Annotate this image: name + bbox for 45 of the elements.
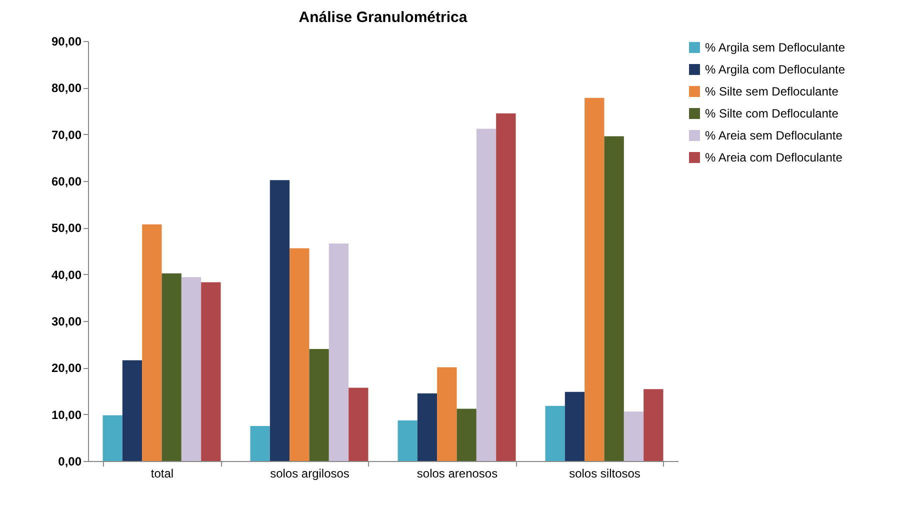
bar	[142, 224, 162, 461]
legend-label: % Silte sem Defloculante	[705, 84, 839, 98]
x-tick-label: solos argilosos	[270, 466, 350, 480]
bar	[417, 393, 438, 461]
bar	[250, 426, 270, 461]
y-tick-label: 40,00	[51, 268, 82, 282]
y-tick-label: 20,00	[51, 361, 82, 376]
x-tick-label: solos arenosos	[416, 466, 498, 480]
bar	[644, 389, 664, 461]
bar	[102, 415, 122, 461]
bar	[270, 180, 290, 461]
bar	[545, 406, 565, 461]
x-tick-label: total	[150, 466, 174, 480]
chart-title: Análise Granulométrica	[298, 9, 468, 26]
y-tick-label: 0,00	[58, 454, 82, 468]
legend-label: % Areia com Defloculante	[705, 150, 843, 164]
bar	[309, 349, 329, 461]
bar	[290, 248, 310, 461]
bar	[201, 282, 221, 461]
bar	[496, 113, 516, 461]
legend-label: % Argila sem Defloculante	[705, 40, 846, 54]
x-tick-label: solos siltosos	[569, 466, 640, 480]
bar	[624, 412, 644, 461]
y-tick-label: 70,00	[51, 128, 82, 142]
bar	[348, 388, 368, 461]
bar	[456, 408, 476, 461]
bar	[181, 277, 202, 461]
bar	[476, 128, 496, 461]
bar	[564, 392, 585, 461]
legend-label: % Areia sem Defloculante	[705, 128, 843, 142]
y-tick-label: 30,00	[51, 314, 82, 328]
legend-label: % Silte com Defloculante	[705, 106, 839, 120]
bar	[604, 136, 624, 461]
bar	[398, 420, 418, 461]
bar	[437, 367, 457, 461]
y-tick-label: 90,00	[51, 34, 82, 48]
y-tick-label: 10,00	[51, 408, 82, 422]
legend-label: % Argila com Defloculante	[705, 62, 846, 76]
y-tick-label: 50,00	[51, 221, 82, 236]
bar	[584, 98, 604, 461]
y-tick-label: 80,00	[51, 81, 82, 96]
bar	[328, 244, 349, 461]
bar	[122, 360, 142, 461]
y-tick-label: 60,00	[51, 174, 82, 188]
bar	[162, 273, 182, 461]
